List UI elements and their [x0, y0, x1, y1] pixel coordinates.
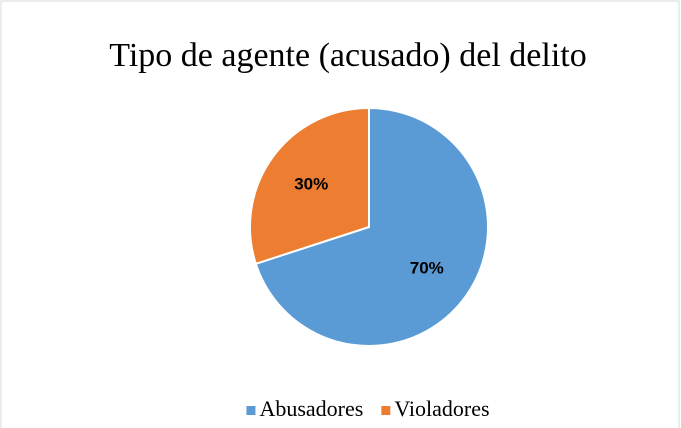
pie-slice: [254, 106, 489, 347]
chart-title: Tipo de agente (acusado) del delito: [109, 37, 586, 74]
legend-swatch: [381, 406, 391, 415]
data-label: 70%: [410, 258, 444, 277]
pie-slice: [249, 106, 370, 266]
data-label: 30%: [294, 175, 328, 194]
legend-label: Violadores: [394, 396, 489, 421]
legend-label: Abusadores: [259, 396, 363, 421]
legend-swatch: [246, 406, 256, 415]
